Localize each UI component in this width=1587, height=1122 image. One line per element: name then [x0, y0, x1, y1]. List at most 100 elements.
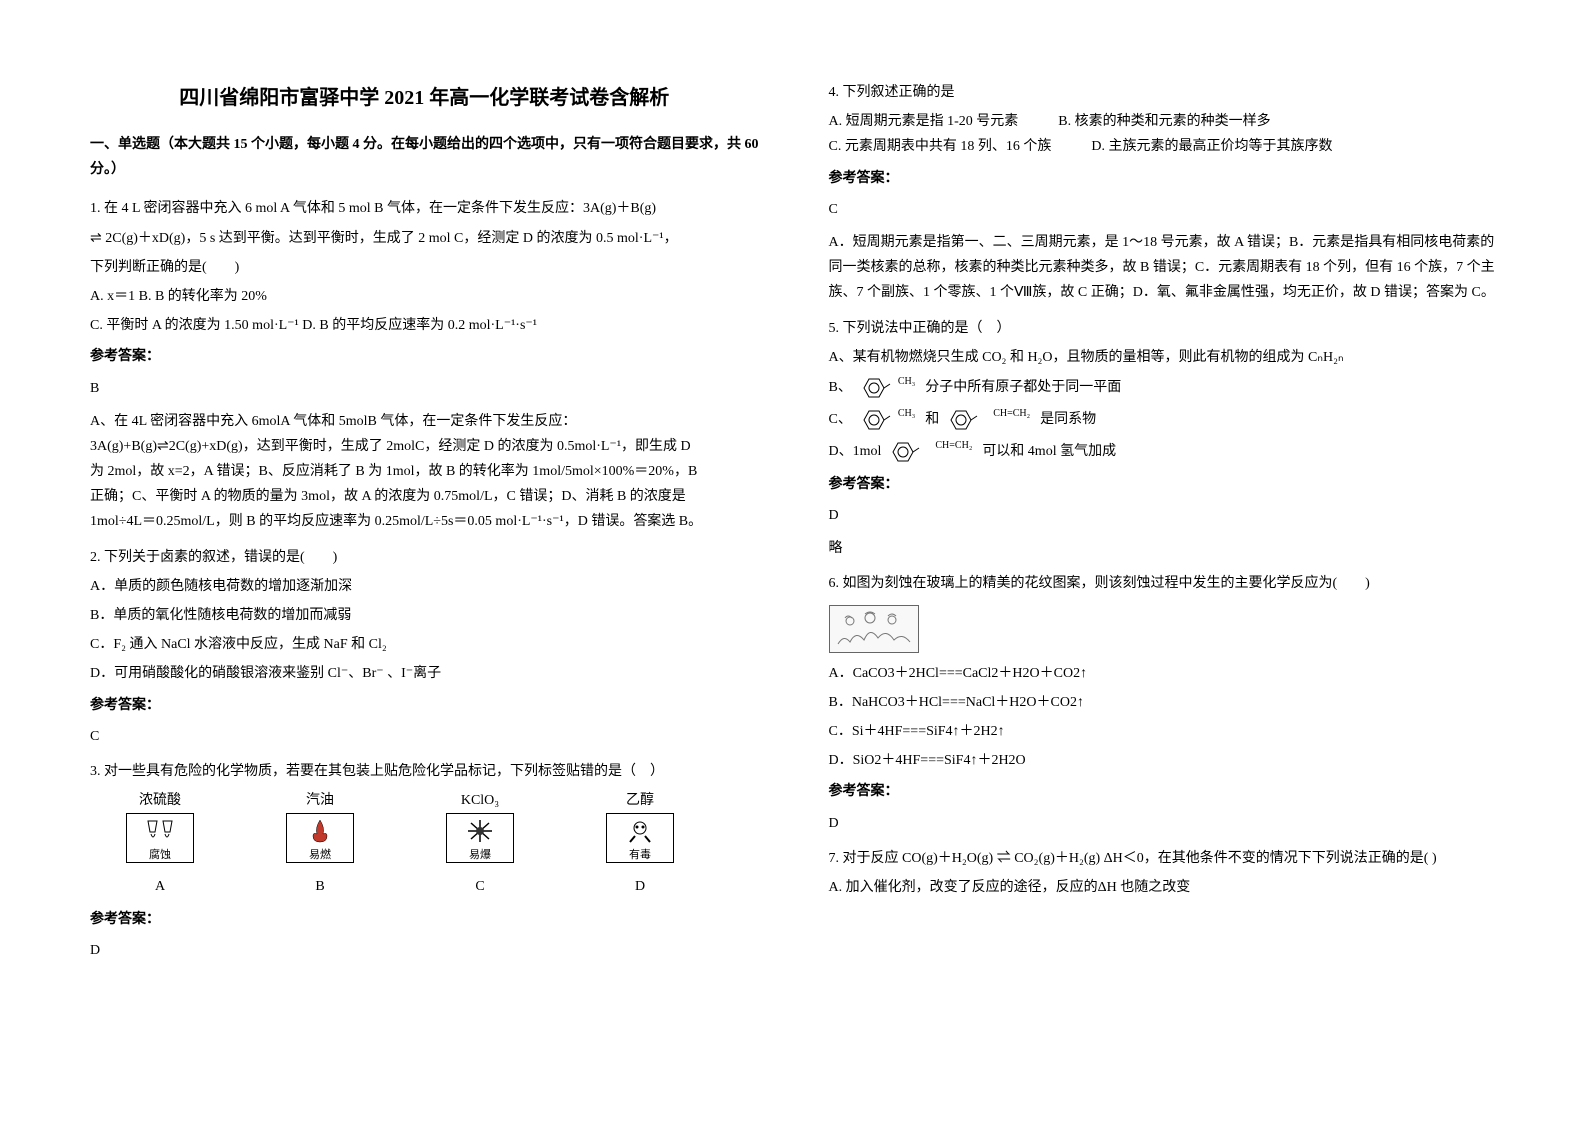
q2-optC: C．F₂ 通入 NaCl 水溶液中反应，生成 NaF 和 Cl₂ [90, 632, 759, 657]
q4-answer: C [829, 197, 1498, 222]
page-root: 四川省绵阳市富驿中学 2021 年高一化学联考试卷含解析 一、单选题（本大题共 … [90, 80, 1497, 973]
question-4: 4. 下列叙述正确的是 A. 短周期元素是指 1-20 号元素 B. 核素的种类… [829, 80, 1498, 306]
q5-stem: 5. 下列说法中正确的是（ ） [829, 316, 1498, 341]
left-column: 四川省绵阳市富驿中学 2021 年高一化学联考试卷含解析 一、单选题（本大题共 … [90, 80, 759, 973]
exam-title: 四川省绵阳市富驿中学 2021 年高一化学联考试卷含解析 [90, 80, 759, 116]
q3-tag-D: 有毒 [629, 849, 651, 861]
q6-answer: D [829, 811, 1498, 836]
q1-exp3: 为 2mol，故 x=2，A 错误；B、反应消耗了 B 为 1mol，故 B 的… [90, 459, 759, 484]
q6-optA: A．CaCO3＋2HCl===CaCl2＋H2O＋CO2↑ [829, 661, 1498, 686]
q5-answer: D [829, 503, 1498, 528]
q5-optD-pre: D、1mol [829, 439, 882, 464]
q4-row1: A. 短周期元素是指 1-20 号元素 B. 核素的种类和元素的种类一样多 [829, 109, 1498, 134]
question-2: 2. 下列关于卤素的叙述，错误的是( ) A．单质的颜色随核电荷数的增加逐渐加深… [90, 545, 759, 749]
q5-ch3-sub: CH₃ [898, 373, 915, 391]
explosive-icon [465, 818, 495, 844]
q3-name-C: KClO₃ [430, 788, 530, 813]
q3-stem: 3. 对一些具有危险的化学物质，若要在其包装上贴危险化学品标记，下列标签贴错的是… [90, 759, 759, 784]
q3-answer-label: 参考答案： [90, 907, 759, 932]
q6-optB: B．NaHCO3＋HCl===NaCl＋H2O＋CO2↑ [829, 690, 1498, 715]
q3-box-B: 易燃 [286, 813, 354, 863]
q7-optA: A. 加入催化剂，改变了反应的途径，反应的ΔH 也随之改变 [829, 875, 1498, 900]
q2-optB: B．单质的氧化性随核电荷数的增加而减弱 [90, 603, 759, 628]
q3-box-C: 易爆 [446, 813, 514, 863]
q5-optC: C、 CH₃ 和 CH=CH₂ 是同系物 [829, 406, 1498, 434]
q7-stem: 7. 对于反应 CO(g)＋H₂O(g) ⇌ CO₂(g)＋H₂(g) ΔH＜0… [829, 846, 1498, 871]
q3-tag-B: 易燃 [309, 849, 331, 861]
q2-stem: 2. 下列关于卤素的叙述，错误的是( ) [90, 545, 759, 570]
q1-answer-label: 参考答案： [90, 344, 759, 369]
q1-optA: A. x＝1 B. B 的转化率为 20% [90, 284, 759, 309]
q4-answer-label: 参考答案： [829, 166, 1498, 191]
q4-exp: A．短周期元素是指第一、二、三周期元素，是 1～18 号元素，故 A 错误；B．… [829, 230, 1498, 306]
q3-label-B: 汽油 易燃 B [270, 788, 370, 899]
q6-stem: 6. 如图为刻蚀在玻璃上的精美的花纹图案，则该刻蚀过程中发生的主要化学反应为( … [829, 571, 1498, 596]
question-5: 5. 下列说法中正确的是（ ） A、某有机物燃烧只生成 CO₂ 和 H₂O，且物… [829, 316, 1498, 562]
q3-box-D: 有毒 [606, 813, 674, 863]
q3-box-A: 腐蚀 [126, 813, 194, 863]
q3-label-C: KClO₃ 易爆 C [430, 788, 530, 899]
q1-optC: C. 平衡时 A 的浓度为 1.50 mol·L⁻¹ D. B 的平均反应速率为… [90, 313, 759, 338]
q3-label-A: 浓硫酸 腐蚀 A [110, 788, 210, 899]
q5-chch2-sub: CH=CH₂ [993, 405, 1030, 423]
q5-optC-pre: C、 [829, 407, 852, 432]
q3-name-B: 汽油 [270, 788, 370, 813]
q3-label-D: 乙醇 有毒 D [590, 788, 690, 899]
q6-optC: C．Si＋4HF===SiF4↑＋2H2↑ [829, 719, 1498, 744]
q5-chch2-sub2: CH=CH₂ [935, 437, 972, 455]
q5-ch3-sub2: CH₃ [898, 405, 915, 423]
glass-pattern-image [829, 605, 919, 653]
q5-optB-pre: B、 [829, 375, 852, 400]
q1-eq: ⇌ 2C(g)＋xD(g)，5 s 达到平衡。达到平衡时，生成了 2 mol C… [90, 226, 759, 251]
question-7: 7. 对于反应 CO(g)＋H₂O(g) ⇌ CO₂(g)＋H₂(g) ΔH＜0… [829, 846, 1498, 900]
q5-optA: A、某有机物燃烧只生成 CO₂ 和 H₂O，且物质的量相等，则此有机物的组成为 … [829, 345, 1498, 370]
q5-optB-post: 分子中所有原子都处于同一平面 [925, 375, 1121, 400]
benzene-ch3-icon-2 [856, 406, 900, 434]
q3-letter-D: D [590, 874, 690, 899]
q3-letter-B: B [270, 874, 370, 899]
q1-answer: B [90, 376, 759, 401]
q3-answer: D [90, 938, 759, 963]
q5-optC-post: 是同系物 [1040, 407, 1096, 432]
q3-labels-row: 浓硫酸 腐蚀 A 汽油 易燃 B KClO₃ [90, 788, 759, 899]
q1-exp: A、在 4L 密闭容器中充入 6molA 气体和 5molB 气体，在一定条件下… [90, 409, 759, 535]
section-instructions: 一、单选题（本大题共 15 个小题，每小题 4 分。在每小题给出的四个选项中，只… [90, 132, 759, 182]
q6-answer-label: 参考答案： [829, 779, 1498, 804]
q2-optA: A．单质的颜色随核电荷数的增加逐渐加深 [90, 574, 759, 599]
q4-row2: C. 元素周期表中共有 18 列、16 个族 D. 主族元素的最高正价均等于其族… [829, 134, 1498, 159]
q5-answer-label: 参考答案： [829, 472, 1498, 497]
q3-name-D: 乙醇 [590, 788, 690, 813]
q1-exp4: 正确；C、平衡时 A 的物质的量为 3mol，故 A 的浓度为 0.75mol/… [90, 484, 759, 509]
q6-optD: D．SiO2＋4HF===SiF4↑＋2H2O [829, 748, 1498, 773]
etched-glass-icon [830, 606, 919, 653]
benzene-vinyl-icon [943, 406, 995, 434]
q5-optB: B、 CH₃ 分子中所有原子都处于同一平面 [829, 374, 1498, 402]
q4-optA: A. 短周期元素是指 1-20 号元素 [829, 109, 1019, 134]
q5-optD: D、1mol CH=CH₂ 可以和 4mol 氢气加成 [829, 438, 1498, 466]
q1-exp5: 1mol÷4L＝0.25mol/L，则 B 的平均反应速率为 0.25mol/L… [90, 509, 759, 534]
q3-name-A: 浓硫酸 [110, 788, 210, 813]
q2-answer: C [90, 724, 759, 749]
question-1: 1. 在 4 L 密闭容器中充入 6 mol A 气体和 5 mol B 气体，… [90, 196, 759, 534]
q1-exp1: A、在 4L 密闭容器中充入 6molA 气体和 5molB 气体，在一定条件下… [90, 409, 759, 434]
q3-tag-C: 易爆 [469, 849, 491, 861]
q5-optD-post: 可以和 4mol 氢气加成 [982, 439, 1116, 464]
q2-answer-label: 参考答案： [90, 693, 759, 718]
q3-letter-A: A [110, 874, 210, 899]
benzene-ch3-icon [856, 374, 900, 402]
q4-optB: B. 核素的种类和元素的种类一样多 [1058, 109, 1270, 134]
q4-optC: C. 元素周期表中共有 18 列、16 个族 [829, 134, 1052, 159]
question-6: 6. 如图为刻蚀在玻璃上的精美的花纹图案，则该刻蚀过程中发生的主要化学反应为( … [829, 571, 1498, 835]
q2-optD: D．可用硝酸酸化的硝酸银溶液来鉴别 Cl⁻、Br⁻ 、I⁻离子 [90, 661, 759, 686]
q4-stem: 4. 下列叙述正确的是 [829, 80, 1498, 105]
q3-letter-C: C [430, 874, 530, 899]
benzene-vinyl-icon-2 [885, 438, 937, 466]
q3-tag-A: 腐蚀 [149, 849, 171, 861]
toxic-icon [625, 818, 655, 844]
corrosion-icon [145, 818, 175, 844]
flammable-icon [305, 818, 335, 844]
question-3: 3. 对一些具有危险的化学物质，若要在其包装上贴危险化学品标记，下列标签贴错的是… [90, 759, 759, 963]
q5-optC-mid: 和 [925, 407, 939, 432]
q1-tail: 下列判断正确的是( ) [90, 255, 759, 280]
q1-exp2: 3A(g)+B(g)⇌2C(g)+xD(g)，达到平衡时，生成了 2molC，经… [90, 434, 759, 459]
